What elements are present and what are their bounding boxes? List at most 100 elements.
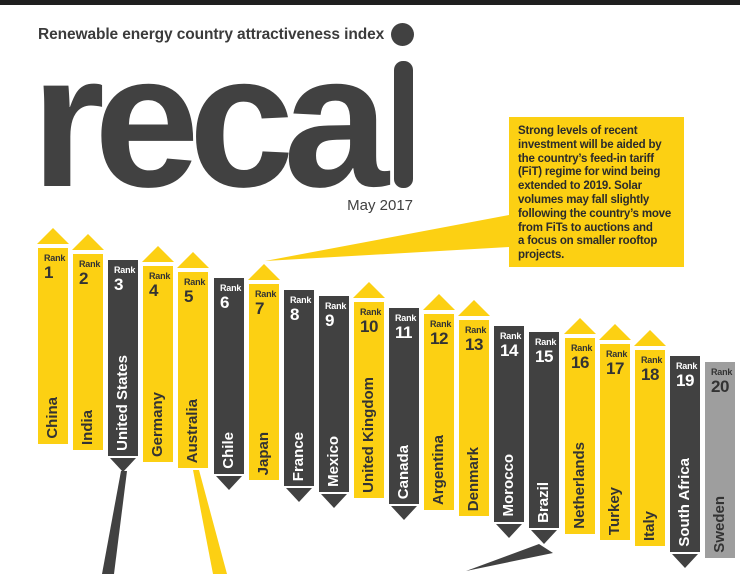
edition-date: May 2017: [347, 197, 413, 214]
rank-label: Rank 17: [600, 344, 630, 378]
country-label: United States: [114, 355, 131, 451]
country-label: Turkey: [606, 486, 623, 535]
rank-bar-turkey: Rank 17 Turkey: [599, 324, 631, 540]
rank-number: 16: [571, 353, 589, 372]
rank-word: Rank: [430, 319, 452, 329]
rank-bar-australia: Rank 5 Australia: [177, 252, 209, 468]
rank-label: Rank 10: [354, 302, 384, 336]
rank-bar-argentina: Rank 12 Argentina: [423, 294, 455, 510]
rank-bar-canada: Rank 11 Canada: [389, 308, 419, 520]
rank-word: Rank: [500, 331, 522, 341]
up-arrow-icon: [37, 228, 69, 244]
rank-number: 6: [220, 293, 229, 312]
rank-word: Rank: [325, 301, 347, 311]
rank-bar-china: Rank 1 China: [37, 228, 69, 444]
up-arrow-icon: [458, 300, 490, 316]
rank-bar-france: Rank 8 France: [284, 290, 314, 502]
rank-number: 13: [465, 335, 483, 354]
rank-label: Rank 8: [284, 290, 314, 324]
rank-word: Rank: [535, 337, 557, 347]
up-arrow-icon: [142, 246, 174, 262]
page-title: Renewable energy country attractiveness …: [38, 26, 385, 43]
up-arrow-icon: [353, 282, 385, 298]
rank-number: 8: [290, 305, 299, 324]
rank-bar-mexico: Rank 9 Mexico: [319, 296, 349, 508]
rank-label: Rank 3: [108, 260, 138, 294]
up-arrow-icon: [599, 324, 631, 340]
country-label: Brazil: [535, 482, 552, 523]
up-arrow-icon: [564, 318, 596, 334]
rank-word: Rank: [711, 367, 733, 377]
country-label: Germany: [149, 391, 166, 457]
rank-number: 11: [395, 323, 412, 342]
rank-word: Rank: [395, 313, 417, 323]
rank-label: Rank 6: [214, 278, 244, 312]
country-label: Denmark: [465, 446, 482, 511]
country-label: China: [44, 397, 61, 439]
rank-word: Rank: [360, 307, 382, 317]
rank-number: 2: [79, 269, 88, 288]
japan-callout-box: Strong levels of recent investment will …: [509, 117, 684, 267]
rank-number: 12: [430, 329, 448, 348]
rank-number: 19: [676, 371, 694, 390]
down-arrow-icon: [110, 458, 136, 472]
down-arrow-icon: [321, 494, 347, 508]
rank-bar-chile: Rank 6 Chile: [214, 278, 244, 490]
rank-word: Rank: [44, 253, 66, 263]
rank-bar-south-africa: Rank 19 South Africa: [670, 356, 700, 568]
down-arrow-icon: [496, 524, 522, 538]
rank-word: Rank: [79, 259, 101, 269]
rank-label: Rank 15: [529, 332, 559, 366]
rank-number: 1: [44, 263, 53, 282]
rank-bar-japan: Rank 7 Japan: [248, 264, 280, 480]
rank-bar-sweden: Rank 20 Sweden: [705, 362, 735, 558]
australia-pointer-line: [193, 470, 227, 574]
rank-word: Rank: [571, 343, 593, 353]
rank-number: 4: [149, 281, 158, 300]
rank-label: Rank 2: [73, 254, 103, 288]
country-label: Mexico: [325, 436, 342, 487]
rank-bar-india: Rank 2 India: [72, 234, 104, 450]
rank-word: Rank: [641, 355, 663, 365]
rank-word: Rank: [290, 295, 312, 305]
rank-bar-united-kingdom: Rank 10 United Kingdom: [353, 282, 385, 498]
rank-label: Rank 14: [494, 326, 524, 360]
rank-number: 15: [535, 347, 553, 366]
rank-number: 3: [114, 275, 123, 294]
up-arrow-icon: [423, 294, 455, 310]
recai-logo-i-stem: i: [394, 61, 413, 188]
rank-number: 10: [360, 317, 378, 336]
rank-bar-germany: Rank 4 Germany: [142, 246, 174, 462]
rank-bar-morocco: Rank 14 Morocco: [494, 326, 524, 538]
top-accent-bar: [0, 0, 740, 5]
up-arrow-icon: [177, 252, 209, 268]
rank-label: Rank 19: [670, 356, 700, 390]
country-label: Morocco: [500, 454, 517, 517]
rank-label: Rank 5: [178, 272, 208, 306]
up-arrow-icon: [634, 330, 666, 346]
rank-label: Rank 13: [459, 320, 489, 354]
rank-label: Rank 9: [319, 296, 349, 330]
united-states-pointer-line: [102, 471, 127, 574]
rank-word: Rank: [465, 325, 487, 335]
rank-word: Rank: [184, 277, 206, 287]
country-label: Canada: [395, 444, 412, 499]
rank-number: 5: [184, 287, 193, 306]
down-arrow-icon: [531, 530, 557, 544]
rank-word: Rank: [220, 283, 242, 293]
up-arrow-icon: [72, 234, 104, 250]
rank-label: Rank 18: [635, 350, 665, 384]
rank-label: Rank 12: [424, 314, 454, 348]
down-arrow-icon: [391, 506, 417, 520]
country-label: Australia: [184, 398, 201, 463]
down-arrow-icon: [216, 476, 242, 490]
recai-logo-dot-icon: [391, 23, 414, 46]
rank-number: 14: [500, 341, 518, 360]
rank-label: Rank 4: [143, 266, 173, 300]
country-label: India: [79, 409, 96, 445]
rank-bar-italy: Rank 18 Italy: [634, 330, 666, 546]
country-label: Italy: [641, 510, 658, 541]
rank-number: 7: [255, 299, 264, 318]
